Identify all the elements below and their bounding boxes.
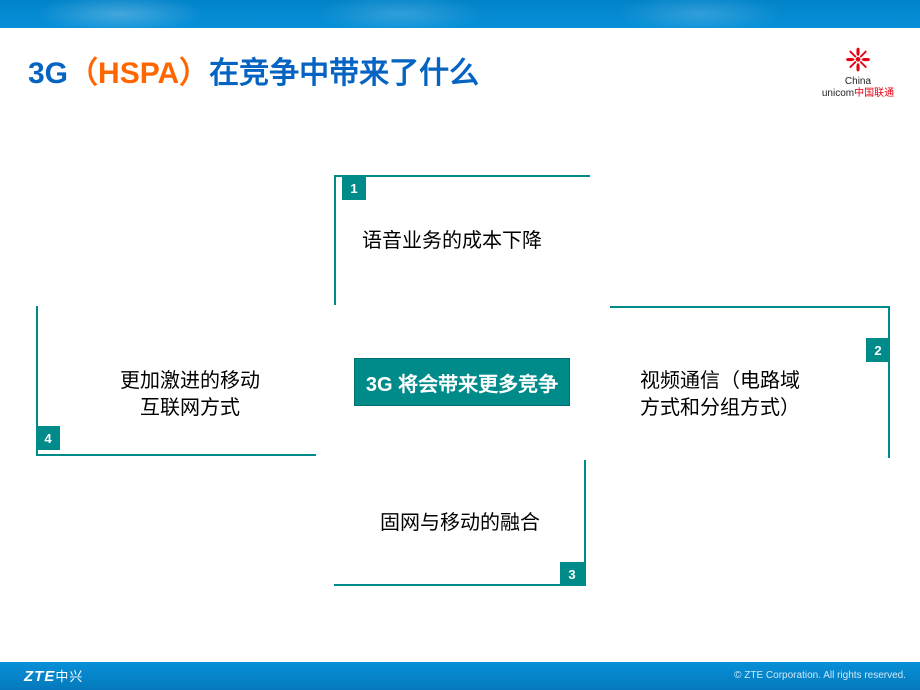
quad-line: 固网与移动的融合	[380, 512, 540, 534]
unicom-logo: ❈ China unicom中国联通	[818, 44, 898, 100]
footer-bar: ZTE中兴 © ZTE Corporation. All rights rese…	[0, 662, 920, 690]
num-badge-1: 1	[342, 176, 366, 200]
footer-brand-cn: 中兴	[55, 669, 83, 684]
num-badge-3: 3	[560, 562, 584, 586]
slide-title: 3G（HSPA）在竞争中带来了什么	[28, 48, 479, 92]
quad-text-2: 视频通信（电路域方式和分组方式）	[640, 368, 800, 422]
num-badge-2: 2	[866, 338, 890, 362]
quad-text-4: 更加激进的移动互联网方式	[120, 368, 260, 422]
quad-line: 更加激进的移动	[120, 370, 260, 392]
title-part2: （HSPA）	[68, 57, 209, 90]
logo-cn: 中国联通	[854, 88, 894, 99]
num-badge-4: 4	[36, 426, 60, 450]
quad-line: 互联网方式	[140, 397, 240, 419]
footer-brand-en: ZTE	[24, 668, 55, 685]
footer-brand: ZTE中兴	[24, 666, 83, 685]
quad-line: 方式和分组方式）	[640, 397, 800, 419]
quad-text-1: 语音业务的成本下降	[362, 228, 542, 255]
logo-en1: China	[845, 76, 871, 87]
top-banner	[0, 0, 920, 28]
title-part3: 在竞争中带来了什么	[209, 57, 479, 90]
quad-line: 视频通信（电路域	[640, 370, 800, 392]
unicom-logo-text: China unicom中国联通	[818, 76, 898, 100]
quad-line: 语音业务的成本下降	[362, 230, 542, 252]
title-part1: 3G	[28, 57, 68, 90]
quad-text-3: 固网与移动的融合	[380, 510, 540, 537]
logo-en2: unicom	[822, 88, 854, 99]
footer-copyright: © ZTE Corporation. All rights reserved.	[734, 670, 906, 681]
center-box: 3G 将会带来更多竞争	[354, 358, 570, 406]
unicom-knot-icon: ❈	[818, 44, 898, 76]
